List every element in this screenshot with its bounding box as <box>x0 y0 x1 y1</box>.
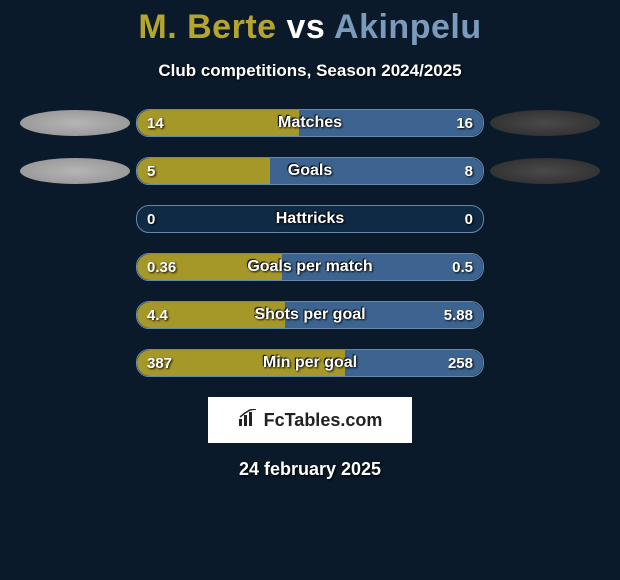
comparison-infographic: M. Berte vs Akinpelu Club competitions, … <box>0 0 620 580</box>
stat-bar: 4.4 5.88 Shots per goal <box>136 301 484 329</box>
stat-value-player1: 0 <box>147 211 155 228</box>
logo: FcTables.com <box>238 409 383 432</box>
stat-row: 5 8 Goals <box>0 157 620 185</box>
stat-value-player2: 5.88 <box>444 307 473 324</box>
stat-label: Shots per goal <box>254 306 365 324</box>
stat-label: Goals per match <box>247 258 372 276</box>
stat-label: Matches <box>278 114 342 132</box>
stat-value-player1: 0.36 <box>147 259 176 276</box>
subtitle: Club competitions, Season 2024/2025 <box>0 61 620 81</box>
chart-icon <box>238 409 260 432</box>
title-player2: Akinpelu <box>334 8 482 46</box>
stat-value-player1: 14 <box>147 115 164 132</box>
title-player1: M. Berte <box>138 8 276 46</box>
player2-oval <box>490 158 600 184</box>
stat-value-player2: 16 <box>456 115 473 132</box>
stat-bar: 5 8 Goals <box>136 157 484 185</box>
player1-oval <box>20 110 130 136</box>
stat-row: 0 0 Hattricks <box>0 205 620 233</box>
stat-row: 4.4 5.88 Shots per goal <box>0 301 620 329</box>
logo-text: FcTables.com <box>264 410 383 431</box>
stat-bar: 0 0 Hattricks <box>136 205 484 233</box>
stat-value-player2: 0.5 <box>452 259 473 276</box>
logo-box: FcTables.com <box>208 397 412 443</box>
title-vs: vs <box>287 8 326 46</box>
page-title: M. Berte vs Akinpelu <box>0 0 620 47</box>
stat-value-player1: 5 <box>147 163 155 180</box>
stat-bar: 14 16 Matches <box>136 109 484 137</box>
stat-bar: 0.36 0.5 Goals per match <box>136 253 484 281</box>
player2-oval <box>490 110 600 136</box>
stat-value-player1: 387 <box>147 355 172 372</box>
comparison-rows: 14 16 Matches 5 8 Goals 0 0 Hattricks 0.36 0.5 Goal… <box>0 109 620 377</box>
date-label: 24 february 2025 <box>0 459 620 480</box>
player1-oval <box>20 158 130 184</box>
stat-row: 387 258 Min per goal <box>0 349 620 377</box>
stat-value-player2: 0 <box>465 211 473 228</box>
stat-label: Hattricks <box>276 210 344 228</box>
stat-row: 0.36 0.5 Goals per match <box>0 253 620 281</box>
stat-value-player2: 258 <box>448 355 473 372</box>
stat-value-player2: 8 <box>465 163 473 180</box>
stat-label: Min per goal <box>263 354 357 372</box>
bar-fill-player1 <box>137 158 270 184</box>
stat-bar: 387 258 Min per goal <box>136 349 484 377</box>
stat-label: Goals <box>288 162 332 180</box>
stat-value-player1: 4.4 <box>147 307 168 324</box>
stat-row: 14 16 Matches <box>0 109 620 137</box>
